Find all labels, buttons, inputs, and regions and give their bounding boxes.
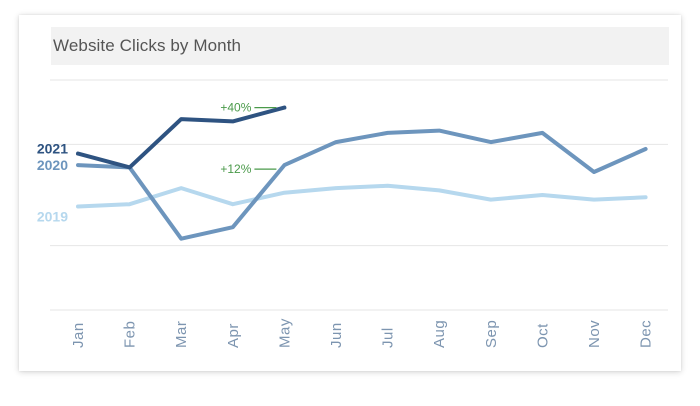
series-line-2021	[76, 105, 287, 170]
x-axis-tick-labels: Jan Feb Mar Apr May Jun Jul Aug Sep Oct Nov Dec	[70, 318, 655, 348]
gridlines	[50, 79, 668, 311]
series-label-2021: 2021	[37, 141, 68, 157]
x-tick-may: May	[276, 318, 293, 348]
chart-title: Website Clicks by Month	[53, 36, 242, 55]
series-lines	[76, 105, 648, 241]
x-tick-dec: Dec	[638, 320, 655, 348]
x-tick-aug: Aug	[431, 320, 448, 348]
x-tick-apr: Apr	[225, 323, 242, 348]
series-label-2020: 2020	[37, 157, 68, 173]
x-tick-jul: Jul	[380, 327, 397, 348]
chart-title-bar: Website Clicks by Month	[51, 27, 669, 65]
x-tick-jan: Jan	[70, 322, 87, 348]
x-tick-nov: Nov	[586, 320, 603, 348]
x-tick-sep: Sep	[483, 320, 500, 348]
annotation-label-1: +12%	[220, 162, 251, 176]
chart-card: Website Clicks by Month	[19, 15, 681, 371]
x-tick-mar: Mar	[173, 321, 190, 348]
series-line-2019	[76, 183, 648, 209]
series-line-2020	[76, 128, 648, 241]
x-tick-oct: Oct	[534, 323, 551, 348]
annotation-label-0: +40%	[220, 101, 251, 115]
x-tick-feb: Feb	[122, 321, 139, 348]
x-tick-jun: Jun	[328, 322, 345, 348]
annotations: +40% +12%	[220, 101, 277, 176]
series-label-2019: 2019	[37, 209, 68, 225]
